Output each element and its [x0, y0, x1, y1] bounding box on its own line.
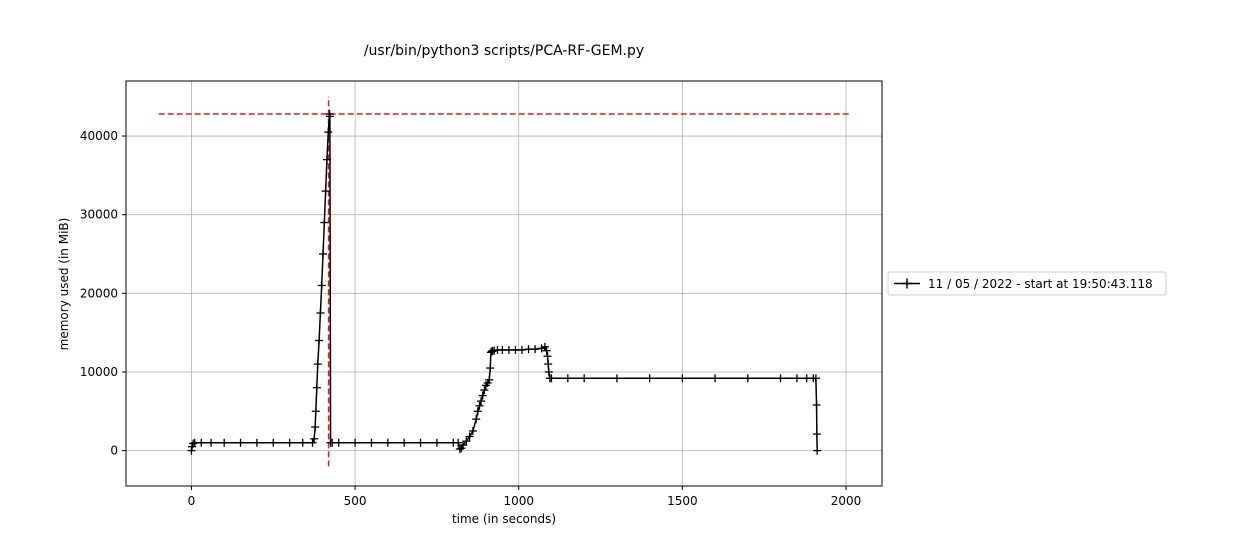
data-point	[316, 308, 325, 317]
data-point	[813, 446, 822, 455]
y-axis-ticks: 0 10000 20000 30000 40000	[80, 129, 126, 458]
data-point	[776, 374, 785, 383]
data-point	[252, 438, 261, 447]
data-point	[324, 128, 333, 137]
data-point	[298, 438, 307, 447]
legend-entry-label: 11 / 05 / 2022 - start at 19:50:43.118	[928, 277, 1153, 291]
data-point	[478, 391, 487, 400]
data-point	[319, 250, 328, 259]
data-point	[811, 374, 820, 383]
data-point	[454, 438, 463, 447]
data-point	[518, 345, 526, 354]
data-point	[475, 401, 484, 410]
data-point	[812, 401, 821, 409]
data-point	[317, 281, 326, 290]
y-tick-label: 20000	[80, 286, 118, 300]
data-point	[308, 438, 317, 447]
legend: 11 / 05 / 2022 - start at 19:50:43.118	[887, 271, 1167, 296]
data-point	[812, 430, 821, 439]
data-point	[472, 415, 481, 424]
y-axis-label: memory used (in MiB)	[57, 218, 71, 351]
series-line	[190, 113, 818, 451]
data-point	[367, 438, 376, 447]
data-point	[311, 407, 320, 416]
data-point	[285, 438, 294, 447]
data-point	[236, 438, 245, 447]
data-point	[480, 386, 489, 395]
data-point	[486, 364, 495, 373]
data-point	[334, 438, 343, 447]
data-point	[473, 407, 482, 416]
data-point	[612, 374, 621, 383]
data-point	[465, 432, 474, 441]
x-tick-label: 1000	[503, 494, 534, 508]
x-axis-ticks: 0 500 1000 1500 2000	[188, 486, 862, 508]
y-tick-label: 0	[110, 444, 118, 458]
data-point	[400, 438, 409, 447]
data-point	[383, 438, 392, 447]
data-point	[321, 187, 330, 196]
data-point	[544, 367, 553, 376]
data-point	[711, 374, 720, 383]
x-tick-label: 0	[188, 494, 196, 508]
data-point	[189, 439, 198, 448]
data-point	[743, 374, 752, 383]
data-point	[315, 336, 324, 345]
data-point	[197, 438, 206, 447]
data-point	[432, 438, 441, 447]
peak-reference-lines	[158, 96, 850, 467]
data-point	[207, 438, 216, 447]
data-point	[468, 426, 477, 435]
data-point	[322, 155, 331, 164]
data-point	[543, 352, 552, 361]
data-point	[462, 437, 471, 446]
legend-frame	[887, 271, 1167, 296]
data-point	[792, 374, 801, 383]
data-point	[531, 345, 540, 354]
data-point	[678, 374, 687, 383]
y-tick-label: 10000	[80, 365, 118, 379]
x-tick-label: 2000	[831, 494, 862, 508]
plot-frame	[125, 80, 883, 487]
data-point	[544, 360, 553, 369]
chart-title: /usr/bin/python3 scripts/PCA-RF-GEM.py	[364, 43, 644, 59]
data-point	[563, 374, 572, 383]
series-layer	[187, 110, 822, 455]
data-point	[220, 438, 229, 447]
data-point	[547, 374, 556, 383]
data-point	[310, 434, 319, 443]
data-point	[325, 112, 334, 121]
data-point	[187, 446, 196, 455]
x-tick-label: 500	[344, 494, 367, 508]
data-point	[269, 438, 278, 447]
data-point	[542, 346, 551, 355]
data-point	[477, 397, 486, 406]
data-point	[485, 375, 494, 384]
data-point	[313, 360, 322, 369]
grid-layer	[126, 81, 882, 486]
data-point	[416, 438, 425, 447]
data-point	[540, 342, 549, 351]
data-point	[580, 374, 589, 383]
x-axis-label: time (in seconds)	[452, 512, 556, 526]
data-point	[311, 423, 320, 432]
data-point	[351, 438, 360, 447]
data-point	[320, 218, 329, 227]
data-point	[645, 374, 654, 383]
y-tick-label: 40000	[80, 129, 118, 143]
y-tick-label: 30000	[80, 208, 118, 222]
data-point	[312, 383, 321, 392]
x-tick-label: 1500	[667, 494, 698, 508]
